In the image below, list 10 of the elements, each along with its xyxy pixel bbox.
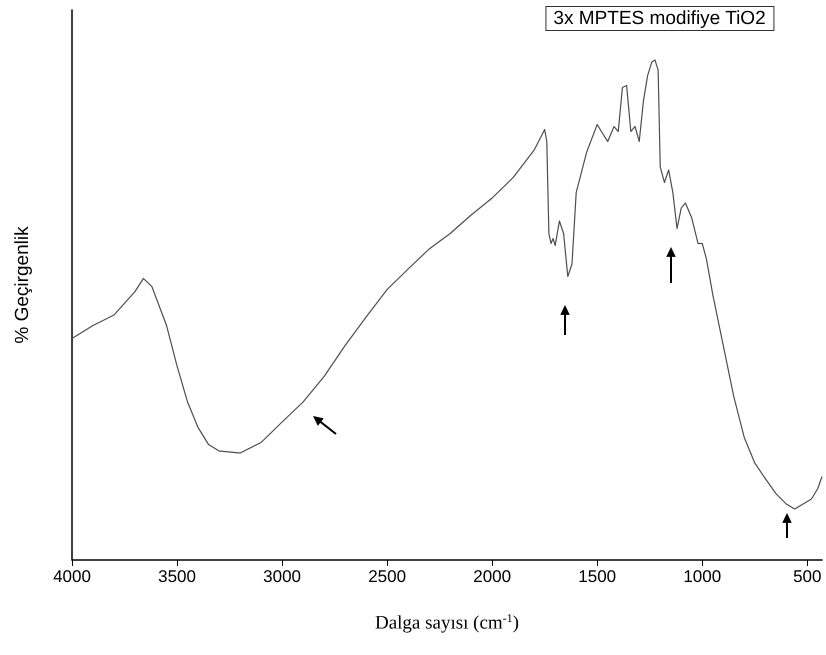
- x-tick-label: 2000: [473, 567, 512, 586]
- x-tick-label: 1500: [578, 567, 616, 586]
- x-tick-label: 1000: [683, 567, 722, 586]
- x-tick-label: 3000: [263, 567, 301, 586]
- x-tick-label: 3500: [158, 567, 196, 586]
- x-tick-label: 2500: [368, 567, 406, 586]
- x-tick-label: 500: [793, 567, 822, 586]
- x-tick-label: 4000: [53, 567, 91, 586]
- chart-title: 3x MPTES modifiye TiO2: [553, 8, 766, 29]
- y-axis-title: % Geçirgenlik: [12, 226, 33, 344]
